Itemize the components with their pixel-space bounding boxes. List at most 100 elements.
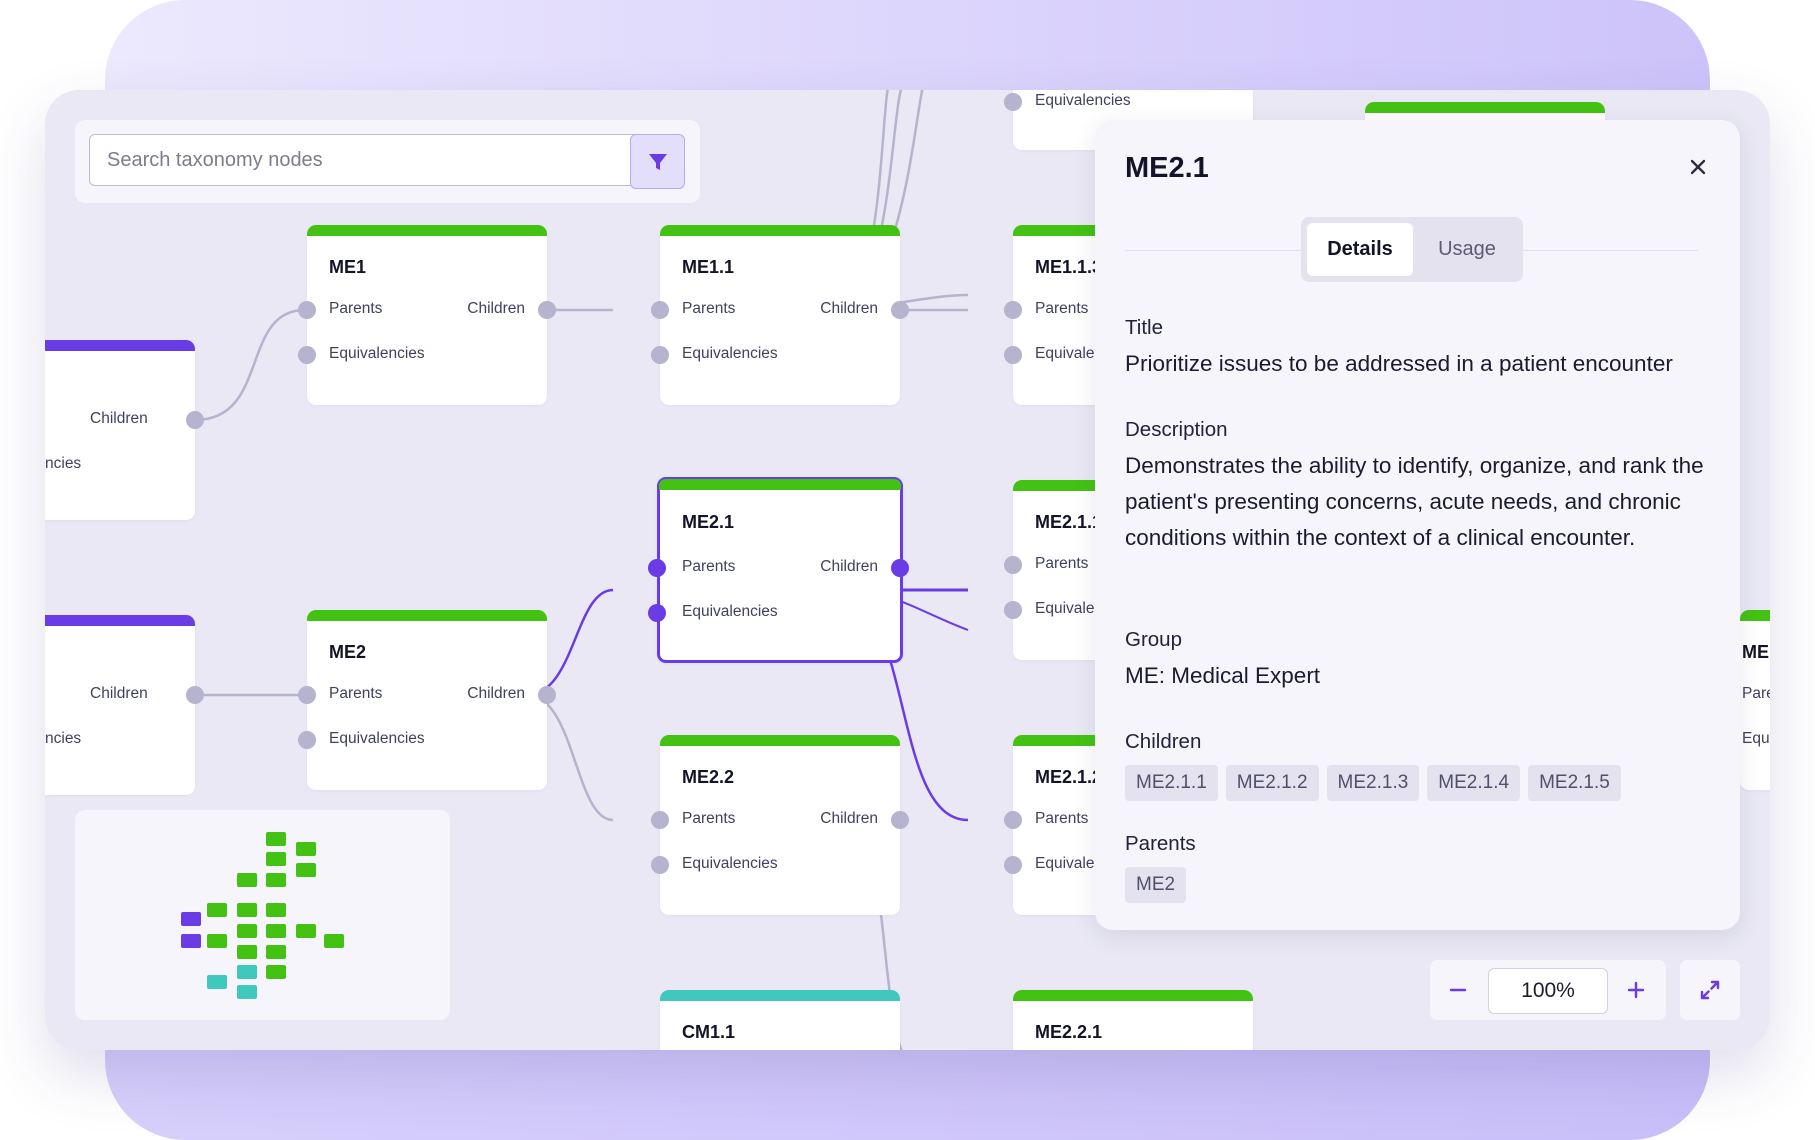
tab-details[interactable]: Details bbox=[1307, 223, 1413, 276]
equivalencies-port[interactable] bbox=[1004, 93, 1022, 111]
node-title: ME2.1.2 bbox=[1035, 767, 1103, 787]
group-color-bar bbox=[660, 225, 900, 236]
parents-port[interactable] bbox=[1004, 556, 1022, 574]
children-chips: ME2.1.1 ME2.1.2 ME2.1.3 ME2.1.4 ME2.1.5 bbox=[1125, 765, 1621, 801]
close-button[interactable] bbox=[1683, 152, 1713, 182]
parents-label: Parents bbox=[1035, 300, 1089, 317]
equivalencies-label: Equivalencies bbox=[329, 730, 425, 747]
equivalencies-label: Equivalencies bbox=[682, 855, 778, 872]
parents-label: Parents bbox=[682, 558, 736, 575]
node-title: ME2.2.1 bbox=[1035, 1022, 1103, 1042]
parents-port[interactable] bbox=[651, 301, 669, 319]
node-cm1-1[interactable]: CM1.1 bbox=[660, 990, 900, 1050]
expand-icon bbox=[1699, 979, 1721, 1001]
group-value: ME: Medical Expert bbox=[1125, 663, 1321, 688]
node-title: ME2.2 bbox=[682, 767, 735, 787]
children-port[interactable] bbox=[186, 686, 204, 704]
parent-chip[interactable]: ME2 bbox=[1125, 867, 1187, 903]
child-chip[interactable]: ME2.1.3 bbox=[1326, 765, 1420, 801]
parents-port[interactable] bbox=[651, 811, 669, 829]
equivalencies-port[interactable] bbox=[648, 604, 666, 622]
equivalencies-port[interactable] bbox=[298, 346, 316, 364]
node-me2-2[interactable]: ME2.2 Parents Children Equivalencies bbox=[651, 735, 909, 915]
edge bbox=[194, 308, 306, 422]
parents-port[interactable] bbox=[1004, 811, 1022, 829]
equivalencies-label: Equivalencies bbox=[682, 345, 778, 362]
minimap-node bbox=[266, 873, 286, 887]
node-left-mid[interactable]: Children ncies bbox=[45, 615, 204, 795]
children-port[interactable] bbox=[891, 811, 909, 829]
children-label: Children bbox=[820, 558, 878, 575]
child-chip[interactable]: ME2.1.5 bbox=[1528, 765, 1621, 801]
children-port[interactable] bbox=[891, 301, 909, 319]
node-title: ME2.1.1 bbox=[1035, 512, 1103, 532]
child-chip[interactable]: ME2.1.4 bbox=[1427, 765, 1521, 801]
node-title: ME: bbox=[1742, 642, 1770, 662]
taxonomy-canvas[interactable]: Children ncies Children ncies ME1 Parent… bbox=[45, 90, 1770, 1050]
equivalencies-port[interactable] bbox=[1004, 601, 1022, 619]
node-me2-1[interactable]: ME2.1 Parents Children Equivalencies bbox=[648, 477, 909, 663]
node-me2[interactable]: ME2 Parents Children Equivalencies bbox=[298, 610, 556, 790]
minimap[interactable] bbox=[75, 810, 450, 1020]
parents-label: Pare bbox=[1742, 685, 1770, 702]
details-panel: ME2.1 Details Usage Title Prioritize iss… bbox=[1095, 120, 1740, 930]
children-port[interactable] bbox=[891, 559, 909, 577]
node-me2-2-1[interactable]: ME2.2.1 bbox=[1013, 990, 1253, 1050]
children-port[interactable] bbox=[186, 411, 204, 429]
parents-port[interactable] bbox=[298, 301, 316, 319]
node-title: CM1.1 bbox=[682, 1022, 736, 1042]
parents-label: Parents bbox=[1035, 555, 1089, 572]
title-value: Prioritize issues to be addressed in a p… bbox=[1125, 351, 1673, 376]
minimap-node bbox=[237, 873, 257, 887]
minimap-node bbox=[207, 975, 227, 989]
filter-button[interactable] bbox=[630, 134, 685, 189]
group-color-bar bbox=[1740, 610, 1770, 621]
group-label: Group bbox=[1125, 628, 1182, 651]
parents-port[interactable] bbox=[648, 559, 666, 577]
zoom-in-button[interactable] bbox=[1608, 960, 1664, 1020]
parents-label: Parents bbox=[682, 300, 736, 317]
minimap-node bbox=[237, 985, 257, 999]
filter-icon bbox=[647, 151, 669, 173]
node-right-partial[interactable]: ME: Pare Equ bbox=[1740, 610, 1770, 790]
equivalencies-port[interactable] bbox=[298, 731, 316, 749]
children-port[interactable] bbox=[538, 686, 556, 704]
parents-label: Parents bbox=[682, 810, 736, 827]
node-me1[interactable]: ME1 Parents Children Equivalencies bbox=[298, 225, 556, 405]
minimap-node bbox=[207, 903, 227, 917]
parents-label: Parents bbox=[329, 685, 383, 702]
node-left-top[interactable]: Children ncies bbox=[45, 340, 204, 520]
parents-port[interactable] bbox=[1004, 301, 1022, 319]
zoom-level[interactable]: 100% bbox=[1488, 968, 1608, 1014]
children-label: Children bbox=[467, 300, 525, 317]
minimap-node bbox=[266, 903, 286, 917]
equivalencies-port[interactable] bbox=[1004, 856, 1022, 874]
node-title: ME2 bbox=[329, 642, 367, 662]
search-panel bbox=[75, 120, 700, 203]
minimap-node bbox=[181, 912, 201, 926]
fullscreen-button[interactable] bbox=[1680, 960, 1740, 1020]
child-chip[interactable]: ME2.1.2 bbox=[1225, 765, 1319, 801]
equivalencies-port[interactable] bbox=[651, 856, 669, 874]
minus-icon bbox=[1448, 980, 1468, 1000]
group-color-bar bbox=[307, 610, 547, 621]
equivalencies-label: Equ bbox=[1742, 730, 1770, 747]
equivalencies-port[interactable] bbox=[1004, 346, 1022, 364]
details-title: ME2.1 bbox=[1125, 152, 1209, 184]
node-title: ME1 bbox=[329, 257, 367, 277]
group-color-bar bbox=[660, 990, 900, 1001]
search-input[interactable] bbox=[89, 134, 649, 186]
equivalencies-label: ncies bbox=[45, 730, 82, 747]
minimap-node bbox=[237, 903, 257, 917]
minimap-node bbox=[296, 924, 316, 938]
node-me1-1[interactable]: ME1.1 Parents Children Equivalencies bbox=[651, 225, 909, 405]
plus-icon bbox=[1626, 980, 1646, 1000]
equivalencies-label: Equivalencies bbox=[329, 345, 425, 362]
child-chip[interactable]: ME2.1.1 bbox=[1125, 765, 1218, 801]
equivalencies-port[interactable] bbox=[651, 346, 669, 364]
tab-usage[interactable]: Usage bbox=[1438, 238, 1496, 260]
zoom-out-button[interactable] bbox=[1430, 960, 1486, 1020]
children-port[interactable] bbox=[538, 301, 556, 319]
group-color-bar bbox=[659, 479, 901, 490]
parents-port[interactable] bbox=[298, 686, 316, 704]
